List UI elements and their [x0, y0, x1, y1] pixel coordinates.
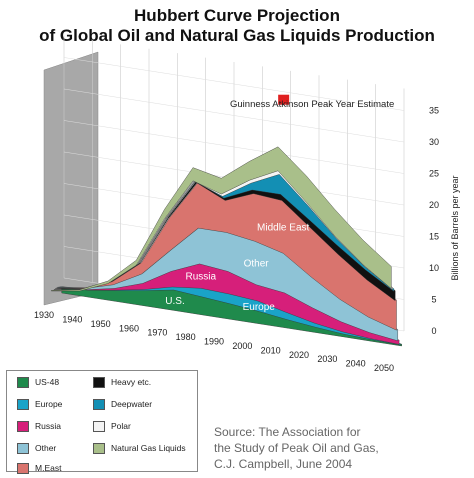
x-tick-1950: 1950 — [91, 319, 111, 329]
legend-label: Russia — [35, 421, 61, 431]
y-tick-10: 10 — [429, 263, 439, 273]
x-tick-1970: 1970 — [147, 328, 167, 338]
legend-swatch — [17, 443, 29, 455]
legend-item-m-east: M.East — [17, 463, 62, 475]
legend-item-deepwater: Deepwater — [93, 399, 153, 411]
area-natural-gas-liquids — [51, 146, 392, 292]
label-us-48: U.S. — [165, 296, 184, 307]
x-tick-2050: 2050 — [374, 363, 394, 373]
legend-swatch — [93, 421, 105, 433]
legend-item-polar: Polar — [93, 421, 131, 433]
area-deepwater — [53, 173, 395, 292]
x-tick-2030: 2030 — [317, 354, 337, 364]
x-tick-2020: 2020 — [289, 350, 309, 360]
x-tick-2040: 2040 — [346, 359, 366, 369]
area-heavy-etc- — [55, 180, 396, 302]
source-line-1: Source: The Association for — [214, 425, 361, 439]
grid-horizontal-25 — [63, 120, 405, 174]
legend: US-48 Heavy etc. Europe Deepwater Russia Pola… — [6, 370, 198, 475]
y-tick-0: 0 — [431, 326, 436, 336]
y-tick-20: 20 — [429, 200, 439, 210]
legend-swatch — [17, 377, 29, 389]
legend-item-natural-gas-liquids: Natural Gas Liquids — [93, 443, 186, 455]
y-tick-30: 30 — [429, 137, 439, 147]
legend-swatch — [93, 377, 105, 389]
label-other: Other — [244, 259, 270, 270]
area-series — [51, 146, 402, 347]
source-line-2: the Study of Peak Oil and Gas, — [214, 441, 379, 455]
x-tick-1990: 1990 — [204, 337, 224, 347]
legend-item-europe: Europe — [17, 399, 63, 411]
label-europe: Europe — [243, 302, 276, 313]
source-note: Source: The Association for the Study of… — [214, 424, 379, 472]
legend-swatch — [17, 399, 29, 411]
peak-annotation: Guinness Atkinson Peak Year Estimate — [230, 99, 394, 110]
x-tick-1930: 1930 — [34, 310, 54, 320]
x-tick-1960: 1960 — [119, 323, 139, 333]
legend-item-other: Other — [17, 443, 57, 455]
peak-year-marker — [278, 94, 290, 105]
y-tick-5: 5 — [431, 295, 436, 305]
legend-label: Natural Gas Liquids — [111, 443, 186, 453]
x-tick-2010: 2010 — [261, 345, 281, 355]
x-tick-1980: 1980 — [176, 332, 196, 342]
grid-horizontal-35 — [63, 57, 405, 111]
source-line-3: C.J. Campbell, June 2004 — [214, 457, 353, 471]
title-line-1: Hubbert Curve Projection — [134, 6, 340, 25]
y-tick-25: 25 — [429, 169, 439, 179]
legend-label: Europe — [35, 399, 63, 409]
label-m-east: Middle East — [257, 223, 309, 234]
legend-swatch — [17, 463, 29, 475]
y-tick-35: 35 — [429, 106, 439, 116]
legend-label: Heavy etc. — [111, 377, 152, 387]
label-russia: Russia — [185, 272, 216, 283]
legend-label: M.East — [35, 463, 62, 473]
area-m-east — [56, 181, 397, 331]
series-labels: U.S. Europe Russia Other Middle East — [165, 223, 309, 313]
legend-swatch — [93, 399, 105, 411]
area-polar — [52, 169, 393, 291]
legend-item-heavy-etc-: Heavy etc. — [93, 377, 152, 389]
legend-item-us-48: US-48 — [17, 377, 60, 389]
y-axis-label: Billions of Barrels per year — [450, 175, 460, 280]
axes: 1930 1940 1950 1960 1970 1980 1990 2000 2010 2020… — [34, 94, 439, 373]
legend-swatch — [17, 421, 29, 433]
chart-title: Hubbert Curve Projection of Global Oil a… — [0, 6, 474, 46]
y-tick-15: 15 — [429, 232, 439, 242]
legend-swatch — [93, 443, 105, 455]
legend-label: Other — [35, 443, 57, 453]
x-tick-1940: 1940 — [62, 314, 82, 324]
legend-label: US-48 — [35, 377, 60, 387]
x-tick-2000: 2000 — [232, 341, 252, 351]
legend-label: Deepwater — [111, 399, 153, 409]
legend-label: Polar — [111, 421, 131, 431]
title-line-2: of Global Oil and Natural Gas Liquids Pr… — [39, 26, 435, 45]
legend-item-russia: Russia — [17, 421, 61, 433]
grid-horizontal-30 — [63, 88, 405, 143]
